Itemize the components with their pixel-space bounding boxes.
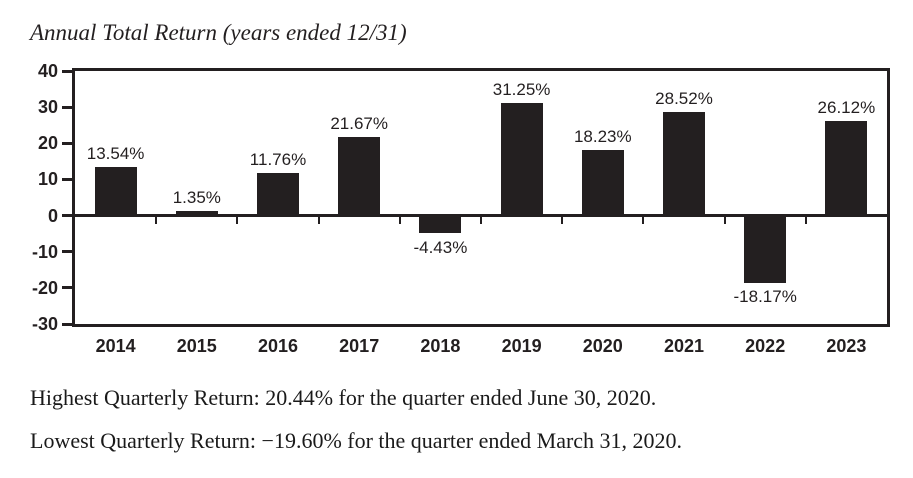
y-axis: 40 30 20 10 0 -10 -20 -30 (0, 0, 74, 478)
lowest-quarterly-return-text: Lowest Quarterly Return: −19.60% for the… (30, 428, 683, 453)
bar-2023 (825, 121, 868, 216)
y-tick-label--10: -10 (31, 241, 58, 262)
bar-2014 (94, 166, 137, 216)
zero-line-tick (155, 217, 158, 225)
y-tick-mark-0 (62, 214, 73, 218)
x-axis-label-2014: 2014 (95, 336, 136, 356)
bar-2016 (257, 173, 299, 216)
y-tick-mark-20 (62, 141, 73, 145)
x-axis-label-2023: 2023 (826, 336, 867, 356)
x-axis: 2014 2015 2016 2017 2018 2019 2020 2021 2022 2023 (75, 336, 887, 360)
y-tick-label-10: 10 (37, 169, 58, 190)
y-tick-label-20: 20 (37, 133, 58, 154)
y-tick-mark-10 (62, 177, 73, 181)
zero-line-tick (398, 217, 401, 225)
bar-value-label-2014: 13.54% (86, 143, 145, 163)
zero-line-tick (723, 217, 726, 225)
x-axis-label-2019: 2019 (501, 336, 542, 356)
zero-line-tick (317, 217, 320, 225)
y-tick-mark-30 (62, 105, 73, 109)
bar-2017 (338, 137, 381, 216)
bar-value-label-2016: 11.76% (249, 150, 307, 170)
y-tick-mark--10 (62, 250, 73, 254)
bar-2019 (500, 102, 543, 216)
bar-value-label-2020: 18.23% (573, 126, 632, 146)
bar-value-label-2019: 31.25% (492, 79, 551, 99)
y-tick-mark--20 (62, 286, 73, 290)
y-tick-label--20: -20 (31, 277, 58, 298)
zero-line-tick (642, 217, 645, 225)
zero-line-tick (561, 217, 564, 225)
x-axis-label-2021: 2021 (663, 336, 705, 356)
bar-2022 (744, 217, 787, 283)
x-axis-label-2020: 2020 (582, 336, 623, 356)
bar-value-label-2018: -4.43% (413, 237, 468, 257)
bar-value-label-2023: 26.12% (817, 98, 876, 118)
bar-value-label-2021: 28.52% (655, 89, 713, 109)
y-tick-label-0: 0 (47, 205, 58, 226)
highest-quarterly-return-text: Highest Quarterly Return: 20.44% for the… (30, 385, 657, 410)
bar-2018 (419, 217, 462, 234)
y-tick-label-30: 30 (37, 97, 58, 118)
bar-chart-plot-area: 13.54% 1.35% 11.76% 21.67% -4.43% 31.25% 18.23… (72, 68, 890, 327)
bar-2015 (175, 210, 218, 216)
bar-2020 (581, 149, 624, 216)
x-axis-label-2016: 2016 (257, 336, 299, 356)
chart-title: Annual Total Return (years ended 12/31) (30, 20, 407, 45)
zero-baseline (75, 214, 887, 218)
bar-value-label-2015: 1.35% (172, 187, 221, 207)
zero-line-tick (804, 217, 807, 225)
zero-line-tick (236, 217, 239, 225)
bar-value-label-2022: -18.17% (733, 287, 797, 307)
y-tick-mark-40 (62, 69, 73, 73)
x-axis-label-2017: 2017 (339, 336, 380, 356)
x-axis-label-2022: 2022 (745, 336, 786, 356)
zero-line-tick (480, 217, 482, 225)
x-axis-label-2018: 2018 (420, 336, 461, 356)
y-tick-label--30: -30 (31, 314, 58, 334)
bar-value-label-2017: 21.67% (330, 114, 389, 134)
y-tick-label-40: 40 (37, 61, 58, 81)
y-tick-mark--30 (62, 322, 73, 326)
x-axis-label-2015: 2015 (176, 336, 217, 356)
bar-2021 (663, 112, 705, 216)
